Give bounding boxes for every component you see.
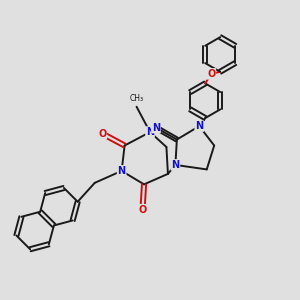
Text: O: O [138, 205, 147, 215]
Text: N: N [146, 127, 154, 137]
Text: O: O [98, 129, 106, 139]
Text: N: N [152, 123, 160, 133]
Text: N: N [195, 121, 203, 131]
Text: CH₃: CH₃ [130, 94, 144, 103]
Text: N: N [118, 166, 126, 176]
Text: N: N [171, 160, 179, 170]
Text: O: O [207, 69, 215, 79]
